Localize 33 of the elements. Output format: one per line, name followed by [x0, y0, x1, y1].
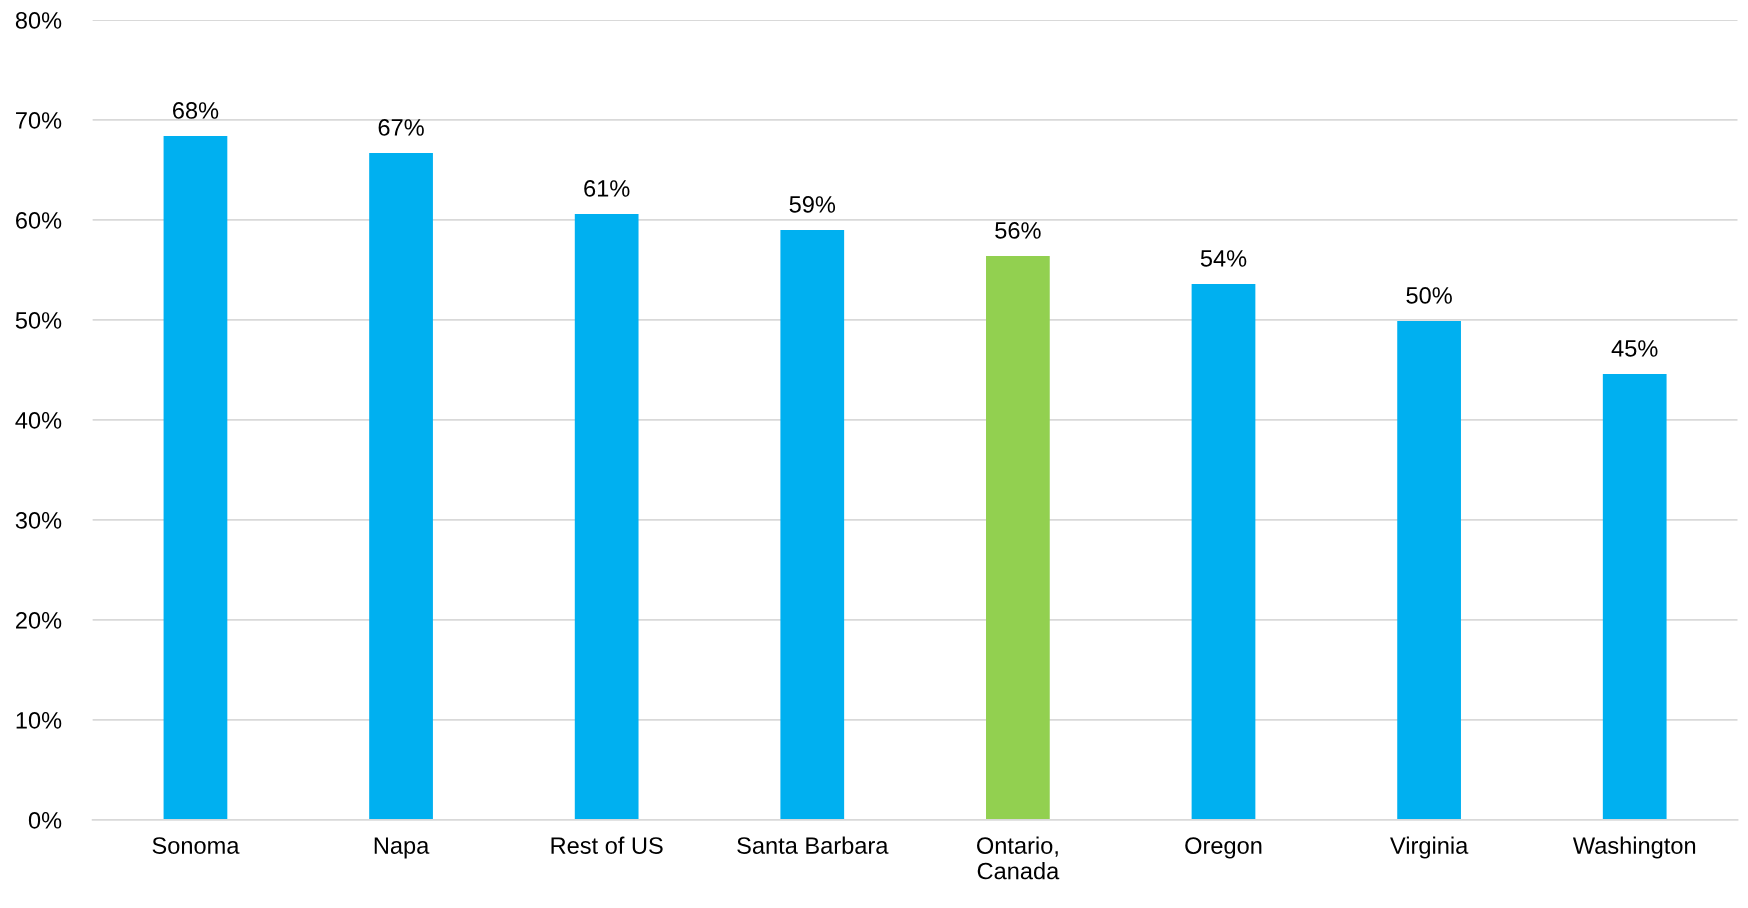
bar	[163, 135, 228, 820]
bar	[780, 229, 845, 820]
y-tick-label: 40%	[15, 412, 62, 429]
data-label: 45%	[1611, 340, 1658, 357]
bar	[574, 213, 639, 820]
y-tick-label: 0%	[28, 811, 62, 829]
bar	[986, 255, 1050, 820]
data-label: 56%	[995, 222, 1041, 239]
data-label: 54%	[1200, 250, 1247, 267]
x-tick-label: Oregon	[1185, 837, 1262, 859]
bar	[1602, 373, 1667, 820]
x-tick-label: Washington	[1572, 836, 1696, 859]
bar	[369, 152, 433, 820]
x-tick-label: Santa Barbara	[737, 836, 889, 854]
y-tick-label: 20%	[16, 612, 62, 629]
x-tick-label: Sonoma	[152, 837, 240, 854]
y-tick-label: 50%	[15, 312, 62, 329]
y-tick-label: 60%	[16, 212, 62, 229]
data-label: 67%	[378, 119, 424, 136]
x-tick-label: Virginia	[1390, 836, 1469, 859]
y-tick-label: 30%	[15, 512, 62, 529]
y-tick-label: 80%	[15, 12, 62, 29]
y-tick-label: 70%	[16, 112, 62, 129]
x-tick-label: Napa	[374, 837, 430, 859]
x-tick-label: Ontario, Canada	[977, 836, 1060, 880]
y-tick-label: 10%	[16, 712, 62, 729]
data-label: 68%	[173, 102, 219, 119]
data-label: 50%	[1406, 287, 1452, 304]
bar	[1191, 283, 1256, 820]
data-label: 59%	[789, 196, 836, 213]
data-label: 61%	[584, 180, 630, 197]
bar	[1397, 320, 1461, 820]
x-tick-label: Rest of US	[551, 836, 663, 854]
